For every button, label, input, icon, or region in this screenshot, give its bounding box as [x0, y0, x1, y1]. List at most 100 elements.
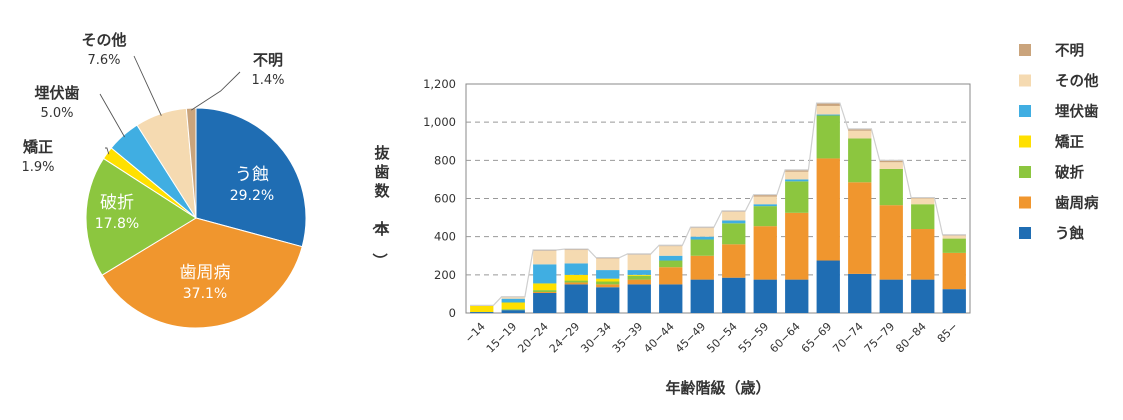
x-tick-label: 24−29: [547, 320, 583, 356]
x-tick-label: 85−: [935, 320, 961, 346]
bar-segment: [659, 246, 683, 256]
bar-segment: [627, 279, 651, 285]
legend-label: 埋伏歯: [1055, 103, 1099, 121]
bar-segment: [596, 278, 620, 282]
bar-segment: [501, 310, 525, 313]
bar-segment: [564, 274, 588, 281]
legend-label: 不明: [1055, 43, 1084, 60]
pie-slice: [85, 157, 197, 276]
pie-slice-label: 29.2%: [230, 188, 274, 204]
bar-top-outline: [470, 102, 966, 306]
legend-label: 矯正: [1055, 133, 1084, 151]
y-tick-label: 200: [434, 268, 456, 282]
bar-segment: [627, 270, 651, 275]
bar-segment: [879, 160, 903, 163]
bar-segment: [690, 228, 714, 237]
bar-segment: [722, 223, 746, 245]
pie-slice-label: 37.1%: [183, 286, 227, 302]
legend-swatch: [1019, 227, 1031, 239]
x-tick-label: 50−54: [704, 320, 740, 356]
bar-segment: [753, 206, 777, 227]
bar-segment: [501, 302, 525, 310]
legend-swatch: [1019, 135, 1031, 148]
pie-slice-label: 17.8%: [95, 216, 139, 232]
bar-segment: [879, 168, 903, 206]
pie-slice: [101, 217, 303, 329]
bar-segment: [785, 279, 809, 313]
bar-segment: [470, 312, 494, 313]
x-tick-label: 55−59: [736, 320, 772, 356]
legend-swatch: [1019, 44, 1031, 56]
bar-segment: [501, 309, 525, 311]
bar-segment: [942, 252, 966, 290]
bar-segment: [690, 236, 714, 240]
pie-slice-label: 1.9%: [21, 160, 54, 175]
bar-segment: [848, 128, 872, 131]
leader-line: [99, 93, 125, 138]
legend-label: その他: [1055, 72, 1099, 90]
bar-segment: [879, 162, 903, 169]
x-tick-label: 75−79: [862, 320, 898, 356]
bar-segment: [564, 250, 588, 264]
x-tick-label: −14: [462, 320, 488, 346]
pie-slice-label: 7.6%: [87, 53, 120, 68]
y-tick-label: 800: [434, 153, 456, 167]
y-tick-label: 400: [434, 230, 456, 244]
bar-segment: [911, 229, 935, 280]
bar-segment: [564, 263, 588, 275]
bar-segment: [627, 274, 651, 276]
bar-segment: [942, 238, 966, 253]
bar-segment: [753, 226, 777, 280]
x-tick-label: 40−44: [641, 320, 677, 356]
pie-slice-label: 5.0%: [40, 106, 73, 121]
pie-slice: [185, 107, 197, 219]
leader-line: [133, 55, 162, 116]
bar-segment: [816, 158, 840, 261]
bar-segment: [816, 260, 840, 313]
bar-segment: [659, 260, 683, 268]
bar-segment: [564, 280, 588, 283]
bar-segment: [659, 284, 683, 313]
bar-segment: [848, 138, 872, 183]
bar-segment: [848, 273, 872, 313]
bar-segment: [879, 205, 903, 280]
bar-segment: [627, 275, 651, 280]
x-tick-label: 15−19: [484, 320, 520, 356]
bar-segment: [848, 182, 872, 274]
legend-label: 破折: [1055, 164, 1084, 182]
bar-segment: [596, 284, 620, 288]
pie-slice: [195, 107, 307, 248]
bar-segment: [722, 244, 746, 278]
bar-segment: [753, 196, 777, 205]
bar-segment: [533, 292, 557, 293]
pie-chart: う蝕 29.2% 歯周病 37.1% 破折 17.8% 矯正 1.9% 埋伏歯 5.0% その他 7.…: [21, 31, 307, 329]
bar-segment: [596, 287, 620, 313]
bar-segment: [659, 255, 683, 261]
leader-line: [191, 71, 241, 111]
bar-segment: [848, 130, 872, 139]
bar-segment: [816, 115, 840, 159]
pie-slice-label: 1.4%: [251, 73, 284, 88]
x-tick-label: 65−69: [799, 320, 835, 356]
bar-segment: [942, 235, 966, 239]
x-tick-label: 30−34: [578, 320, 614, 356]
bar-segment: [785, 181, 809, 213]
bar-segment: [785, 169, 809, 172]
bar-segment: [753, 279, 777, 313]
bar-segment: [533, 292, 557, 313]
pie-slice-name: う蝕: [235, 165, 269, 185]
bar-segment: [816, 114, 840, 116]
bar-segment: [753, 194, 777, 197]
bar-segment: [816, 105, 840, 115]
pie-slice-name: 矯正: [23, 138, 53, 156]
bar-segment: [690, 255, 714, 280]
legend-swatch: [1019, 74, 1031, 87]
bar-segment: [627, 284, 651, 313]
bar-segment: [533, 283, 557, 291]
bar-segment: [690, 239, 714, 256]
stacked-bar-chart: 0 200 400 600 800 1,000 1,200 −1415−1920−2424−2…: [370, 77, 971, 397]
bar-segment: [659, 267, 683, 285]
pie-slice-name: 破折: [100, 193, 134, 213]
pie-slice-name: 不明: [253, 51, 283, 69]
